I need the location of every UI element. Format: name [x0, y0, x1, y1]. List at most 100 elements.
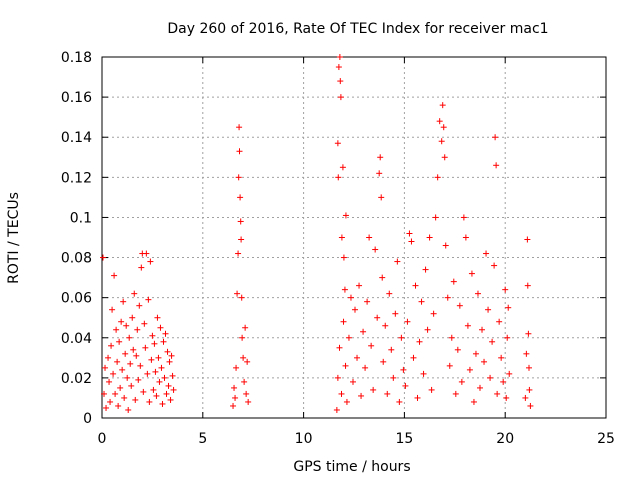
data-point	[236, 124, 243, 131]
data-point	[337, 78, 344, 85]
data-point	[131, 290, 138, 297]
data-point	[390, 374, 397, 381]
data-point	[133, 352, 140, 359]
data-point	[142, 344, 149, 351]
chart-title: Day 260 of 2016, Rate Of TEC Index for r…	[167, 21, 548, 37]
data-point	[230, 402, 237, 409]
data-point	[434, 174, 441, 181]
data-point	[503, 394, 510, 401]
x-tick-label: 5	[198, 431, 207, 447]
data-point	[364, 298, 371, 305]
data-point	[500, 378, 507, 385]
y-tick-label: 0.12	[61, 170, 92, 186]
data-point	[347, 294, 354, 301]
data-point	[460, 214, 467, 221]
data-point	[432, 214, 439, 221]
data-point	[424, 326, 431, 333]
data-point	[462, 234, 469, 241]
data-point	[418, 298, 425, 305]
x-tick-label: 25	[597, 431, 615, 447]
data-point	[100, 254, 107, 261]
data-point	[352, 306, 359, 313]
data-point	[111, 272, 118, 279]
data-point	[145, 296, 152, 303]
data-point	[140, 388, 147, 395]
data-point	[107, 398, 114, 405]
data-point	[524, 236, 531, 243]
data-point	[157, 324, 164, 331]
y-tick-label: 0.02	[61, 371, 92, 387]
data-point	[504, 334, 511, 341]
data-point	[368, 342, 375, 349]
data-point	[154, 314, 161, 321]
data-point	[358, 392, 365, 399]
data-point	[158, 364, 165, 371]
data-point	[336, 54, 343, 60]
data-point	[402, 382, 409, 389]
data-point	[136, 302, 143, 309]
data-point	[165, 382, 172, 389]
data-point	[150, 386, 157, 393]
data-point	[236, 148, 243, 155]
data-point	[240, 354, 247, 361]
data-point	[113, 326, 120, 333]
data-point	[102, 364, 109, 371]
data-point	[143, 250, 150, 257]
data-point	[110, 370, 117, 377]
data-point	[135, 376, 142, 383]
data-point	[244, 358, 251, 365]
data-point	[109, 306, 116, 313]
data-point	[335, 174, 342, 181]
data-point	[342, 212, 349, 219]
data-point	[144, 370, 151, 377]
data-point	[128, 382, 135, 389]
data-point	[400, 366, 407, 373]
data-point	[242, 324, 249, 331]
data-point	[384, 390, 391, 397]
data-point	[120, 298, 127, 305]
data-point	[342, 362, 349, 369]
data-point	[498, 354, 505, 361]
data-point	[101, 390, 108, 397]
data-point	[147, 258, 154, 265]
data-point	[527, 402, 534, 409]
data-point	[494, 390, 501, 397]
y-tick-label: 0	[83, 411, 92, 427]
data-point	[156, 378, 163, 385]
data-point	[374, 314, 381, 321]
data-point	[526, 386, 533, 393]
data-point	[166, 358, 173, 365]
data-point	[170, 386, 177, 393]
data-point	[137, 362, 144, 369]
data-point	[496, 318, 503, 325]
data-point	[151, 340, 158, 347]
data-point	[343, 398, 350, 405]
data-point	[337, 94, 344, 101]
data-point	[164, 348, 171, 355]
data-point	[440, 124, 447, 131]
data-point	[492, 134, 499, 141]
data-point	[472, 350, 479, 357]
data-point	[396, 398, 403, 405]
data-point	[122, 350, 129, 357]
data-point	[341, 286, 348, 293]
y-axis-ticks: 0 0.02 0.04 0.06 0.08 0.1 0.12 0.14 0.16 0.18	[61, 50, 606, 427]
data-point	[340, 254, 347, 261]
data-point	[114, 358, 121, 365]
data-point	[119, 366, 126, 373]
data-point	[370, 386, 377, 393]
data-point	[333, 406, 340, 413]
data-point	[493, 162, 500, 169]
data-point	[115, 402, 122, 409]
data-point	[398, 334, 405, 341]
plot-frame	[101, 56, 607, 419]
y-tick-label: 0.06	[61, 291, 92, 307]
data-point	[466, 366, 473, 373]
data-point	[338, 234, 345, 241]
x-tick-label: 20	[496, 431, 514, 447]
data-point	[458, 378, 465, 385]
data-point	[444, 294, 451, 301]
data-point	[231, 384, 238, 391]
data-point	[422, 266, 429, 273]
